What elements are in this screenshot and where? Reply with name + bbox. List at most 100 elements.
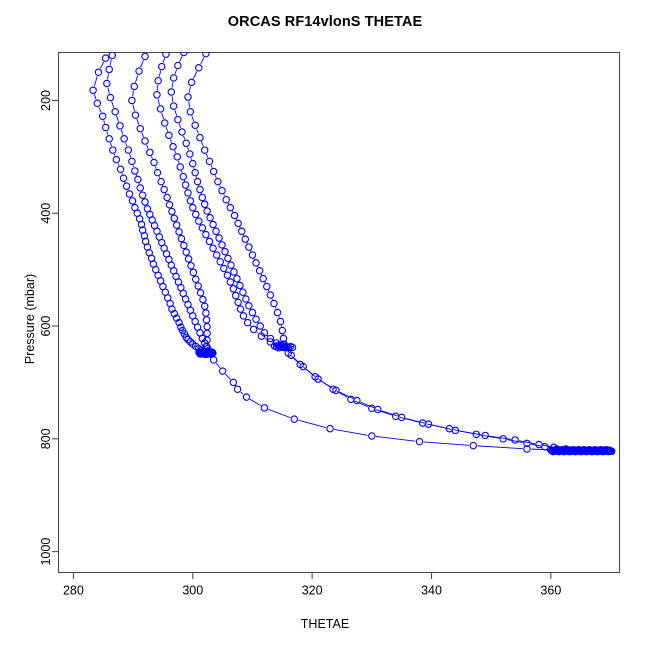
- data-point-marker: [184, 189, 192, 197]
- series-segment: [267, 289, 270, 292]
- data-point-marker: [374, 405, 382, 414]
- data-point-marker: [196, 133, 204, 142]
- series-segment: [249, 250, 252, 252]
- data-point-marker: [288, 343, 297, 352]
- data-point-marker: [172, 314, 181, 322]
- data-point-marker: [287, 351, 296, 360]
- data-point-marker: [186, 150, 194, 158]
- data-point-marker: [182, 139, 190, 148]
- series-segment: [240, 391, 244, 395]
- data-point-marker: [140, 232, 149, 240]
- data-point-marker: [241, 235, 250, 243]
- series-segment: [183, 135, 186, 140]
- data-point-marker: [178, 128, 186, 136]
- data-point-marker: [182, 248, 190, 256]
- data-point-marker: [391, 412, 400, 421]
- data-point-marker: [223, 271, 232, 280]
- data-point-marker: [239, 312, 248, 320]
- data-series: [103, 52, 615, 455]
- series-segment: [196, 129, 199, 134]
- series-segment: [423, 441, 470, 446]
- series-segment: [321, 380, 333, 389]
- series-segment: [253, 258, 255, 260]
- data-point-marker: [255, 267, 264, 275]
- data-point-marker: [156, 105, 165, 113]
- data-point-marker: [182, 333, 190, 342]
- series-segment: [298, 419, 327, 429]
- data-point-marker: [226, 203, 235, 212]
- series-segment: [141, 132, 144, 138]
- series-segment: [242, 234, 245, 237]
- series-segment: [306, 368, 316, 377]
- data-point-marker: [218, 241, 226, 249]
- data-point-marker: [174, 115, 182, 124]
- data-point-marker: [192, 275, 200, 283]
- data-point-marker: [170, 309, 179, 318]
- data-point-marker: [209, 244, 217, 252]
- data-point-marker: [299, 362, 307, 371]
- series-segment: [93, 76, 98, 87]
- data-point-marker: [221, 247, 229, 256]
- series-segment: [125, 142, 128, 147]
- data-point-marker: [523, 439, 531, 448]
- series-segment: [161, 112, 164, 120]
- series-segment: [191, 115, 195, 122]
- series-segment: [405, 417, 425, 424]
- data-point-marker: [150, 158, 158, 167]
- y-tick-label: 800: [39, 428, 53, 449]
- data-point-marker: [154, 76, 162, 85]
- y-tick-label: 600: [39, 316, 53, 337]
- data-point-marker: [177, 234, 186, 243]
- data-series: [184, 52, 289, 351]
- data-point-marker: [200, 146, 209, 154]
- data-point-marker: [134, 175, 142, 184]
- data-point-marker: [353, 396, 361, 405]
- x-axis-label: THETAE: [300, 617, 350, 631]
- series-segment: [106, 131, 109, 135]
- data-point-marker: [163, 193, 171, 202]
- axes-layer: 280 300 320 340 360 200 400 600 800 1000: [39, 51, 621, 598]
- series-segment: [135, 74, 139, 83]
- data-point-marker: [202, 52, 210, 58]
- data-point-marker: [278, 326, 287, 335]
- data-point-marker: [234, 298, 242, 307]
- data-point-marker: [226, 278, 235, 286]
- data-point-marker: [186, 338, 195, 346]
- series-segment: [219, 185, 221, 188]
- data-point-marker: [222, 195, 230, 204]
- data-point-marker: [263, 282, 271, 291]
- data-point-marker: [103, 79, 111, 88]
- data-point-marker: [209, 349, 217, 357]
- data-point-marker: [119, 174, 128, 183]
- data-point-marker: [279, 334, 288, 343]
- data-point-marker: [109, 146, 117, 154]
- series-segment: [542, 444, 550, 447]
- series-segment: [256, 331, 259, 334]
- data-point-marker: [157, 62, 166, 71]
- data-point-marker: [256, 322, 264, 330]
- data-point-marker: [260, 329, 269, 337]
- series-segment: [132, 90, 135, 97]
- data-point-marker: [138, 191, 147, 199]
- data-point-marker: [415, 437, 424, 446]
- y-tick-label: 200: [39, 90, 53, 111]
- data-point-marker: [116, 122, 124, 130]
- series-segment: [174, 150, 177, 154]
- data-point-marker: [203, 207, 211, 215]
- data-point-marker: [187, 78, 196, 87]
- data-point-marker: [168, 305, 176, 313]
- data-point-marker: [236, 281, 244, 290]
- data-point-marker: [131, 167, 139, 175]
- series-segment: [334, 428, 368, 436]
- series-segment: [171, 81, 174, 88]
- data-point-marker: [218, 186, 226, 195]
- series-segment: [193, 71, 198, 79]
- x-tick-label: 340: [421, 584, 442, 598]
- data-point-marker: [205, 237, 214, 246]
- data-point-marker: [194, 282, 202, 290]
- data-point-marker: [229, 378, 238, 387]
- chart-title: ORCAS RF14vlonS THETAE: [227, 14, 423, 30]
- data-point-marker: [198, 334, 207, 343]
- data-point-marker: [179, 172, 187, 181]
- data-point-marker: [146, 148, 154, 157]
